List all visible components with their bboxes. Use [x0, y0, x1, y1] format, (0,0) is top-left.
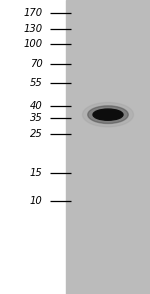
Text: 70: 70 [30, 59, 43, 69]
Text: 10: 10 [30, 196, 43, 206]
Text: 100: 100 [24, 39, 43, 49]
Text: 40: 40 [30, 101, 43, 111]
Ellipse shape [93, 109, 123, 120]
Text: 55: 55 [30, 78, 43, 88]
Bar [0, 0, 66, 294]
Ellipse shape [88, 106, 128, 123]
Text: 15: 15 [30, 168, 43, 178]
Text: 25: 25 [30, 129, 43, 139]
Text: 130: 130 [24, 24, 43, 34]
Text: 35: 35 [30, 113, 43, 123]
Ellipse shape [82, 103, 134, 127]
Text: 170: 170 [24, 8, 43, 18]
Bar [66, 0, 150, 294]
